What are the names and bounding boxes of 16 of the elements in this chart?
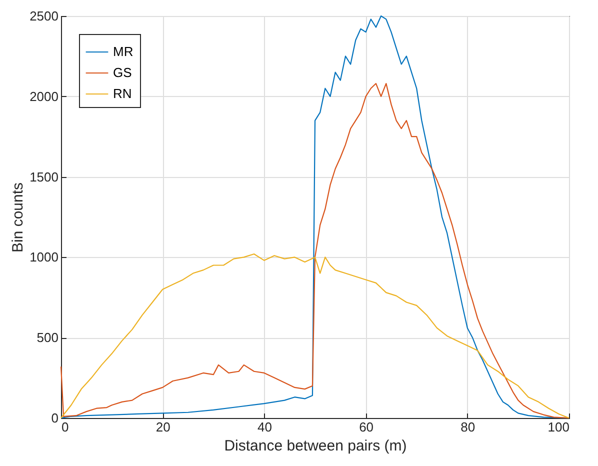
- legend-label: RN: [113, 86, 132, 101]
- y-tick-label: 2000: [30, 88, 58, 104]
- legend-label: MR: [113, 44, 134, 59]
- x-axis-title: Distance between pairs (m): [224, 438, 407, 454]
- y-tick-label: 1500: [30, 169, 58, 184]
- x-tick-label: 80: [460, 420, 476, 434]
- x-tick-label: 40: [257, 420, 272, 434]
- y-axis-title: Bin counts: [10, 182, 27, 253]
- x-tick-label: 0: [62, 420, 69, 434]
- legend-label: GS: [113, 65, 132, 80]
- x-tick-label: 20: [156, 420, 170, 434]
- x-tick-label: 60: [359, 420, 374, 434]
- y-tick-label: 1000: [30, 250, 58, 265]
- y-tick-label: 500: [36, 330, 58, 346]
- y-tick-label: 2500: [30, 8, 58, 24]
- x-tick-label: 100: [548, 420, 570, 434]
